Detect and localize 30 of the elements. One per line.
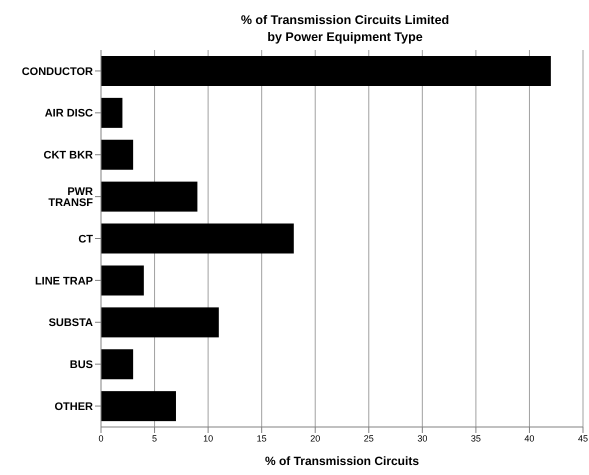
bar [101, 56, 551, 86]
y-tick-label: LINE TRAP [34, 275, 93, 288]
x-tick-label: 20 [310, 433, 320, 444]
y-tick-label: AIR DISC [44, 108, 94, 120]
x-tick-label: 35 [470, 433, 481, 444]
bar [101, 140, 134, 170]
bar [101, 182, 198, 212]
x-axis-title: % of Transmission Circuits [264, 454, 420, 468]
bar [101, 224, 294, 254]
x-tick-label: 45 [578, 433, 588, 444]
y-tick-label: PWR TRANSF [48, 186, 94, 210]
y-tick-label: OTHER [54, 400, 94, 413]
x-tick-label: 25 [364, 433, 374, 444]
chart-title: % of Transmission Circuits Limited by Power Equipment Type [240, 12, 450, 46]
x-tick-label: 15 [256, 433, 267, 444]
bar [101, 349, 134, 380]
y-tick-label: CT [78, 233, 94, 246]
x-tick-label: 10 [203, 433, 214, 444]
x-tick-label: 5 [152, 433, 158, 444]
bar [101, 98, 122, 128]
x-tick-label: 40 [524, 433, 534, 444]
bar [101, 391, 176, 422]
y-tick-label: CONDUCTOR [22, 66, 94, 78]
bar [101, 307, 219, 338]
y-tick-label: SUBSTA [48, 317, 94, 330]
x-tick-label: 0 [98, 433, 104, 444]
y-tick-label: BUS [70, 359, 93, 372]
x-tick-label: 30 [417, 433, 428, 444]
y-tick-label: CKT BKR [44, 150, 94, 162]
bar [101, 265, 144, 296]
